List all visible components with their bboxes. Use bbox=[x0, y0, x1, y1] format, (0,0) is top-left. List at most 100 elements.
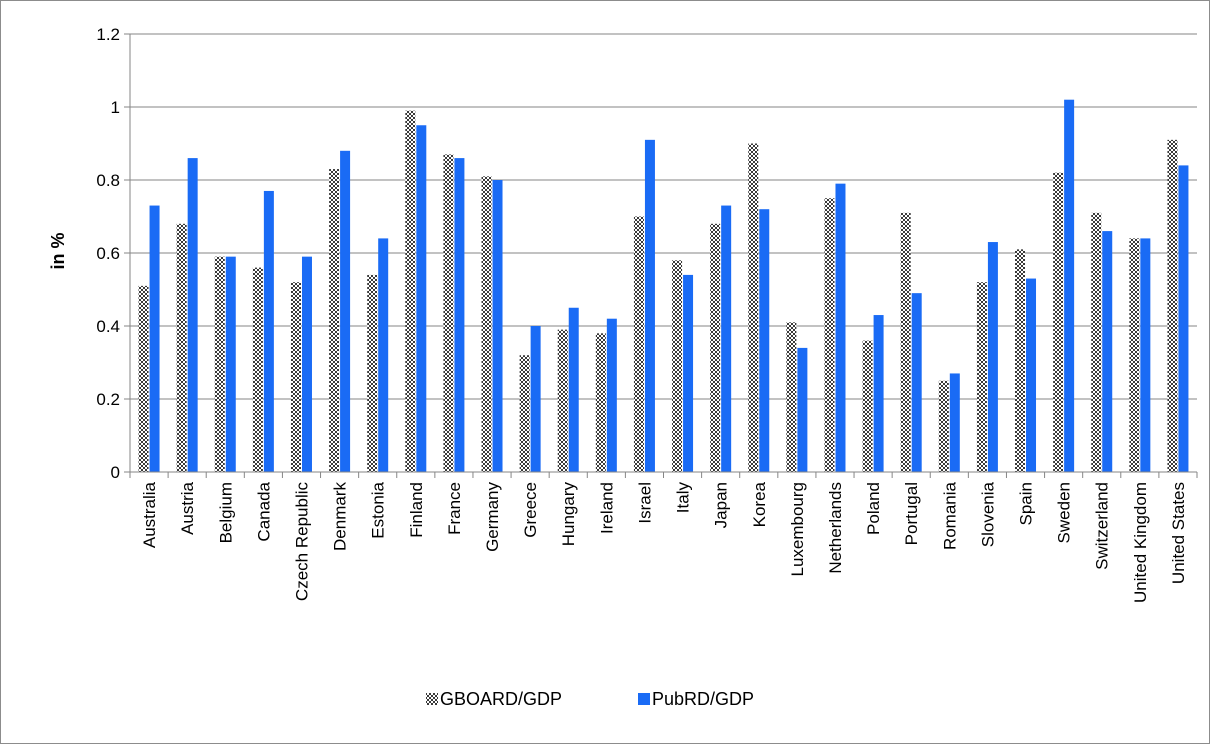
x-tick-label: Estonia bbox=[369, 481, 388, 538]
bar-pubrd-spain bbox=[1026, 278, 1037, 472]
bar-pubrd-czech-republic bbox=[301, 256, 312, 472]
y-axis-ticks: 0 0.2 0.4 0.6 0.8 1 1.2 bbox=[96, 25, 130, 482]
bar-pubrd-belgium bbox=[225, 256, 236, 472]
x-tick-label: Belgium bbox=[216, 482, 235, 543]
bar-pubrd-luxembourg bbox=[797, 347, 808, 472]
bar-gboard-korea bbox=[748, 143, 759, 472]
legend-swatch-gboard bbox=[426, 693, 438, 705]
bar-gboard-switzerland bbox=[1091, 212, 1102, 472]
x-tick-label: Sweden bbox=[1055, 482, 1074, 543]
bar-pubrd-france bbox=[454, 158, 465, 472]
bar-pubrd-united-states bbox=[1178, 165, 1189, 472]
x-tick-label: Romania bbox=[940, 481, 959, 550]
bar-gboard-denmark bbox=[329, 169, 340, 473]
x-tick-label: Ireland bbox=[597, 482, 616, 534]
x-tick-label: France bbox=[445, 482, 464, 535]
bar-gboard-finland bbox=[405, 110, 416, 473]
x-tick-label: United Kingdom bbox=[1131, 482, 1150, 603]
y-tick-label: 0.6 bbox=[96, 244, 120, 263]
x-tick-label: Germany bbox=[483, 482, 502, 552]
bar-gboard-czech-republic bbox=[290, 282, 301, 472]
legend-label-pubrd: PubRD/GDP bbox=[652, 689, 754, 709]
bar-gboard-australia bbox=[138, 285, 149, 472]
legend-swatch-pubrd bbox=[638, 693, 650, 705]
bar-gboard-romania bbox=[938, 380, 949, 472]
bar-pubrd-denmark bbox=[340, 150, 351, 473]
y-tick-label: 1.2 bbox=[96, 25, 120, 44]
bar-pubrd-italy bbox=[683, 274, 694, 472]
bar-gboard-netherlands bbox=[824, 198, 835, 472]
bar-pubrd-ireland bbox=[606, 318, 617, 472]
bar-gboard-germany bbox=[481, 176, 492, 472]
x-axis-ticks: Australia Austria Belgium Canada Czech Repub… bbox=[129, 472, 1198, 603]
x-tick-label: Hungary bbox=[559, 482, 578, 547]
bar-pubrd-germany bbox=[492, 180, 503, 472]
gridlines bbox=[130, 33, 1197, 400]
bar-pubrd-united-kingdom bbox=[1140, 238, 1151, 472]
y-axis-label: in % bbox=[48, 232, 68, 269]
bar-pubrd-poland bbox=[873, 315, 884, 472]
x-tick-label: Japan bbox=[712, 482, 731, 528]
x-tick-label: Spain bbox=[1017, 482, 1036, 525]
bar-gboard-italy bbox=[672, 260, 683, 472]
x-tick-label: Finland bbox=[407, 482, 426, 538]
x-tick-label: Korea bbox=[750, 481, 769, 527]
y-tick-label: 0.8 bbox=[96, 171, 120, 190]
bar-gboard-luxembourg bbox=[786, 322, 797, 472]
bar-gboard-japan bbox=[710, 223, 721, 472]
x-tick-label: Italy bbox=[674, 482, 693, 514]
bar-pubrd-japan bbox=[721, 205, 732, 473]
bars bbox=[138, 99, 1189, 473]
bar-gboard-united-states bbox=[1167, 139, 1178, 472]
bar-pubrd-sweden bbox=[1064, 99, 1075, 472]
bar-gboard-canada bbox=[252, 267, 263, 472]
x-tick-label: Austria bbox=[178, 481, 197, 534]
bar-pubrd-hungary bbox=[568, 307, 579, 472]
x-tick-label: Poland bbox=[864, 482, 883, 535]
bar-gboard-austria bbox=[176, 223, 187, 472]
x-tick-label: Australia bbox=[140, 481, 159, 548]
y-tick-label: 0 bbox=[111, 463, 120, 482]
bar-pubrd-slovenia bbox=[987, 242, 998, 472]
bar-gboard-spain bbox=[1015, 249, 1026, 472]
bar-pubrd-switzerland bbox=[1102, 231, 1113, 472]
bar-gboard-estonia bbox=[367, 274, 378, 472]
bar-gboard-ireland bbox=[595, 333, 606, 472]
bar-pubrd-canada bbox=[263, 190, 274, 472]
x-tick-label: Slovenia bbox=[978, 481, 997, 547]
bar-pubrd-australia bbox=[149, 205, 160, 473]
bar-pubrd-estonia bbox=[378, 238, 389, 472]
bar-gboard-united-kingdom bbox=[1129, 238, 1140, 472]
y-tick-label: 0.4 bbox=[96, 317, 120, 336]
x-tick-label: Portugal bbox=[902, 482, 921, 545]
bar-gboard-poland bbox=[862, 340, 873, 472]
bar-gboard-greece bbox=[519, 355, 530, 472]
y-tick-label: 0.2 bbox=[96, 390, 120, 409]
bar-pubrd-israel bbox=[644, 139, 655, 472]
legend-label-gboard: GBOARD/GDP bbox=[440, 689, 562, 709]
x-tick-label: Czech Republic bbox=[292, 482, 311, 602]
x-tick-label: Denmark bbox=[331, 482, 350, 551]
bar-pubrd-netherlands bbox=[835, 183, 846, 472]
x-tick-label: United States bbox=[1169, 482, 1188, 584]
bar-pubrd-portugal bbox=[911, 293, 922, 472]
bar-gboard-hungary bbox=[557, 329, 568, 472]
x-tick-label: Israel bbox=[635, 482, 654, 524]
y-tick-label: 1 bbox=[111, 98, 120, 117]
bar-gboard-sweden bbox=[1053, 172, 1064, 472]
x-tick-label: Canada bbox=[254, 481, 273, 541]
x-tick-label: Netherlands bbox=[826, 482, 845, 574]
bar-gboard-portugal bbox=[900, 212, 911, 472]
bar-pubrd-greece bbox=[530, 326, 541, 472]
bar-pubrd-romania bbox=[949, 373, 960, 472]
bar-gboard-israel bbox=[633, 216, 644, 472]
legend: GBOARD/GDP PubRD/GDP bbox=[426, 689, 754, 709]
bar-pubrd-finland bbox=[416, 125, 427, 472]
bar-gboard-france bbox=[443, 154, 454, 472]
bar-gboard-slovenia bbox=[976, 282, 987, 472]
x-tick-label: Greece bbox=[521, 482, 540, 538]
bar-pubrd-korea bbox=[759, 209, 770, 472]
bar-gboard-belgium bbox=[214, 256, 225, 472]
